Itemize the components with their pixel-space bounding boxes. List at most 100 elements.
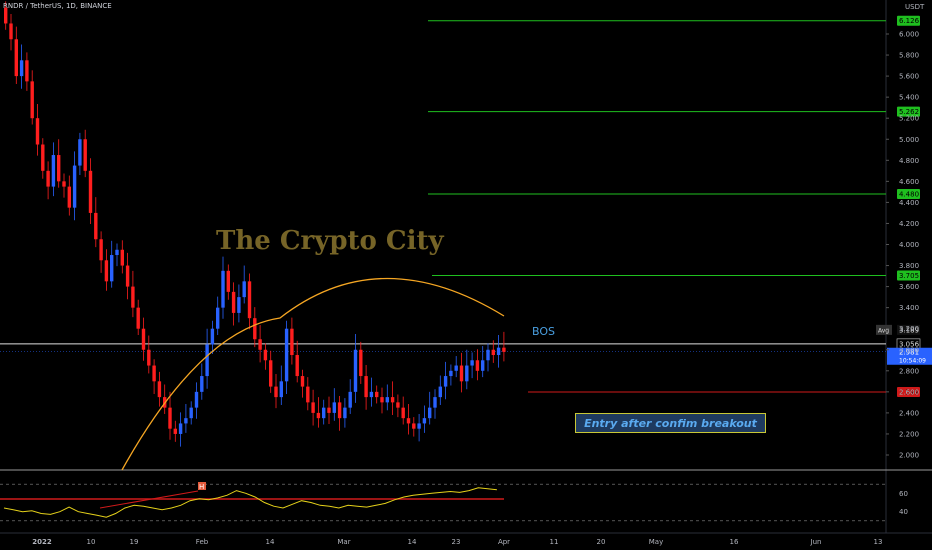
candle-body bbox=[173, 428, 177, 434]
candle-body bbox=[337, 402, 342, 419]
level-tag bbox=[897, 106, 920, 117]
candle-body bbox=[57, 155, 61, 182]
y-tick-label: 4.000 bbox=[899, 241, 919, 249]
candle-body bbox=[237, 297, 241, 313]
countdown-label: 10:54:09 bbox=[899, 358, 926, 365]
candle-body bbox=[406, 418, 411, 424]
candle-body bbox=[125, 265, 130, 287]
chart-grid bbox=[0, 0, 932, 534]
candle-body bbox=[67, 186, 71, 208]
y-tick-label: 4.200 bbox=[899, 220, 919, 228]
candle-body bbox=[157, 381, 162, 398]
candle-body bbox=[375, 391, 379, 398]
candle-body bbox=[46, 170, 50, 187]
x-tick-label: 13 bbox=[874, 538, 883, 546]
arc-curve bbox=[121, 277, 505, 471]
x-tick-label: 11 bbox=[550, 538, 559, 546]
candle-body bbox=[279, 381, 283, 398]
candle-body bbox=[470, 360, 474, 366]
candle-body bbox=[104, 260, 109, 282]
level-tag bbox=[897, 15, 920, 26]
rsi-tick-label: 60 bbox=[899, 490, 908, 498]
y-tick-label: 3.000 bbox=[899, 346, 919, 354]
rsi-panel: H 60 40 bbox=[0, 482, 908, 522]
candle-body bbox=[110, 255, 114, 282]
x-tick-label: 14 bbox=[408, 538, 417, 546]
x-tick-label: 20 bbox=[597, 538, 606, 546]
y-tick-label: 3.800 bbox=[899, 262, 919, 270]
candle-body bbox=[178, 423, 183, 434]
candle-body bbox=[486, 349, 490, 361]
candle-body bbox=[25, 60, 29, 82]
candle-body bbox=[30, 81, 34, 119]
candle-body bbox=[72, 165, 77, 208]
entry-note: Entry after confim breakout bbox=[575, 413, 766, 433]
y-tick-label: 2.600 bbox=[899, 388, 919, 396]
x-tick-label: Jun bbox=[810, 538, 822, 546]
candle-body bbox=[343, 407, 347, 419]
candle-body bbox=[14, 39, 18, 77]
candle-body bbox=[184, 418, 188, 424]
candle-body bbox=[189, 407, 193, 419]
candle-body bbox=[428, 407, 432, 419]
candle-body bbox=[247, 281, 252, 319]
x-tick-label: 23 bbox=[452, 538, 461, 546]
y-tick-label: 5.800 bbox=[899, 52, 919, 60]
candle-body bbox=[258, 339, 262, 350]
currency-unit: USDT bbox=[905, 3, 925, 11]
watermark: The Crypto City bbox=[216, 226, 444, 256]
y-tick-label: 4.400 bbox=[899, 199, 919, 207]
candle-body bbox=[359, 349, 363, 377]
candle-body bbox=[200, 376, 204, 392]
x-tick-label: 10 bbox=[87, 538, 96, 546]
candle-body bbox=[327, 407, 331, 413]
candle-body bbox=[120, 249, 124, 266]
candle-body bbox=[438, 386, 442, 398]
candle-body bbox=[295, 355, 299, 377]
candle-body bbox=[369, 391, 374, 398]
candle-body bbox=[83, 139, 87, 171]
level-tag bbox=[897, 386, 920, 397]
rsi-marker-label: H bbox=[199, 483, 204, 491]
candle-body bbox=[4, 7, 8, 24]
candle-body bbox=[221, 270, 225, 308]
x-tick-label: Apr bbox=[498, 538, 510, 546]
candle-body bbox=[19, 60, 24, 77]
candle-body bbox=[316, 412, 321, 419]
y-tick-label: 2.400 bbox=[899, 409, 919, 417]
candle-body bbox=[502, 347, 506, 352]
rsi-marker bbox=[198, 482, 206, 490]
time-axis[interactable]: 2022 10 19 Feb 14 Mar 14 23 Apr 11 20 May 16 Jun 13 bbox=[32, 538, 882, 546]
candle-body bbox=[231, 291, 236, 313]
candle-body bbox=[306, 386, 310, 403]
candle-body bbox=[216, 307, 220, 329]
candle-body bbox=[433, 397, 437, 408]
candle-body bbox=[412, 423, 416, 429]
candle-body bbox=[364, 376, 368, 398]
candle-body bbox=[269, 360, 273, 387]
x-tick-label: Feb bbox=[196, 538, 209, 546]
candle-body bbox=[465, 365, 469, 382]
candle-body bbox=[152, 365, 156, 382]
price-axis[interactable]: 6.000 5.800 5.600 5.400 5.200 5.000 4.800 4.600… bbox=[886, 31, 919, 460]
level-tag-label: 3.705 bbox=[899, 272, 919, 280]
y-tick-label: 5.600 bbox=[899, 73, 919, 81]
candle-body bbox=[491, 349, 495, 356]
candle-body bbox=[168, 407, 172, 429]
avg-tag bbox=[897, 324, 920, 335]
candle-body bbox=[94, 212, 98, 240]
candle-body bbox=[396, 402, 400, 408]
y-tick-label: 5.200 bbox=[899, 115, 919, 123]
candle-body bbox=[78, 139, 82, 166]
candle-body bbox=[99, 239, 103, 261]
rsi-line bbox=[3, 487, 497, 518]
y-tick-label: 3.600 bbox=[899, 283, 919, 291]
avg-badge bbox=[876, 324, 892, 335]
x-tick-label: May bbox=[649, 538, 663, 546]
symbol-header: RNDR / TetherUS, 1D, BINANCE bbox=[3, 2, 112, 10]
x-tick-label: 14 bbox=[266, 538, 275, 546]
candle-body bbox=[88, 170, 93, 213]
candle-body bbox=[263, 349, 268, 361]
candle-body bbox=[41, 144, 45, 171]
